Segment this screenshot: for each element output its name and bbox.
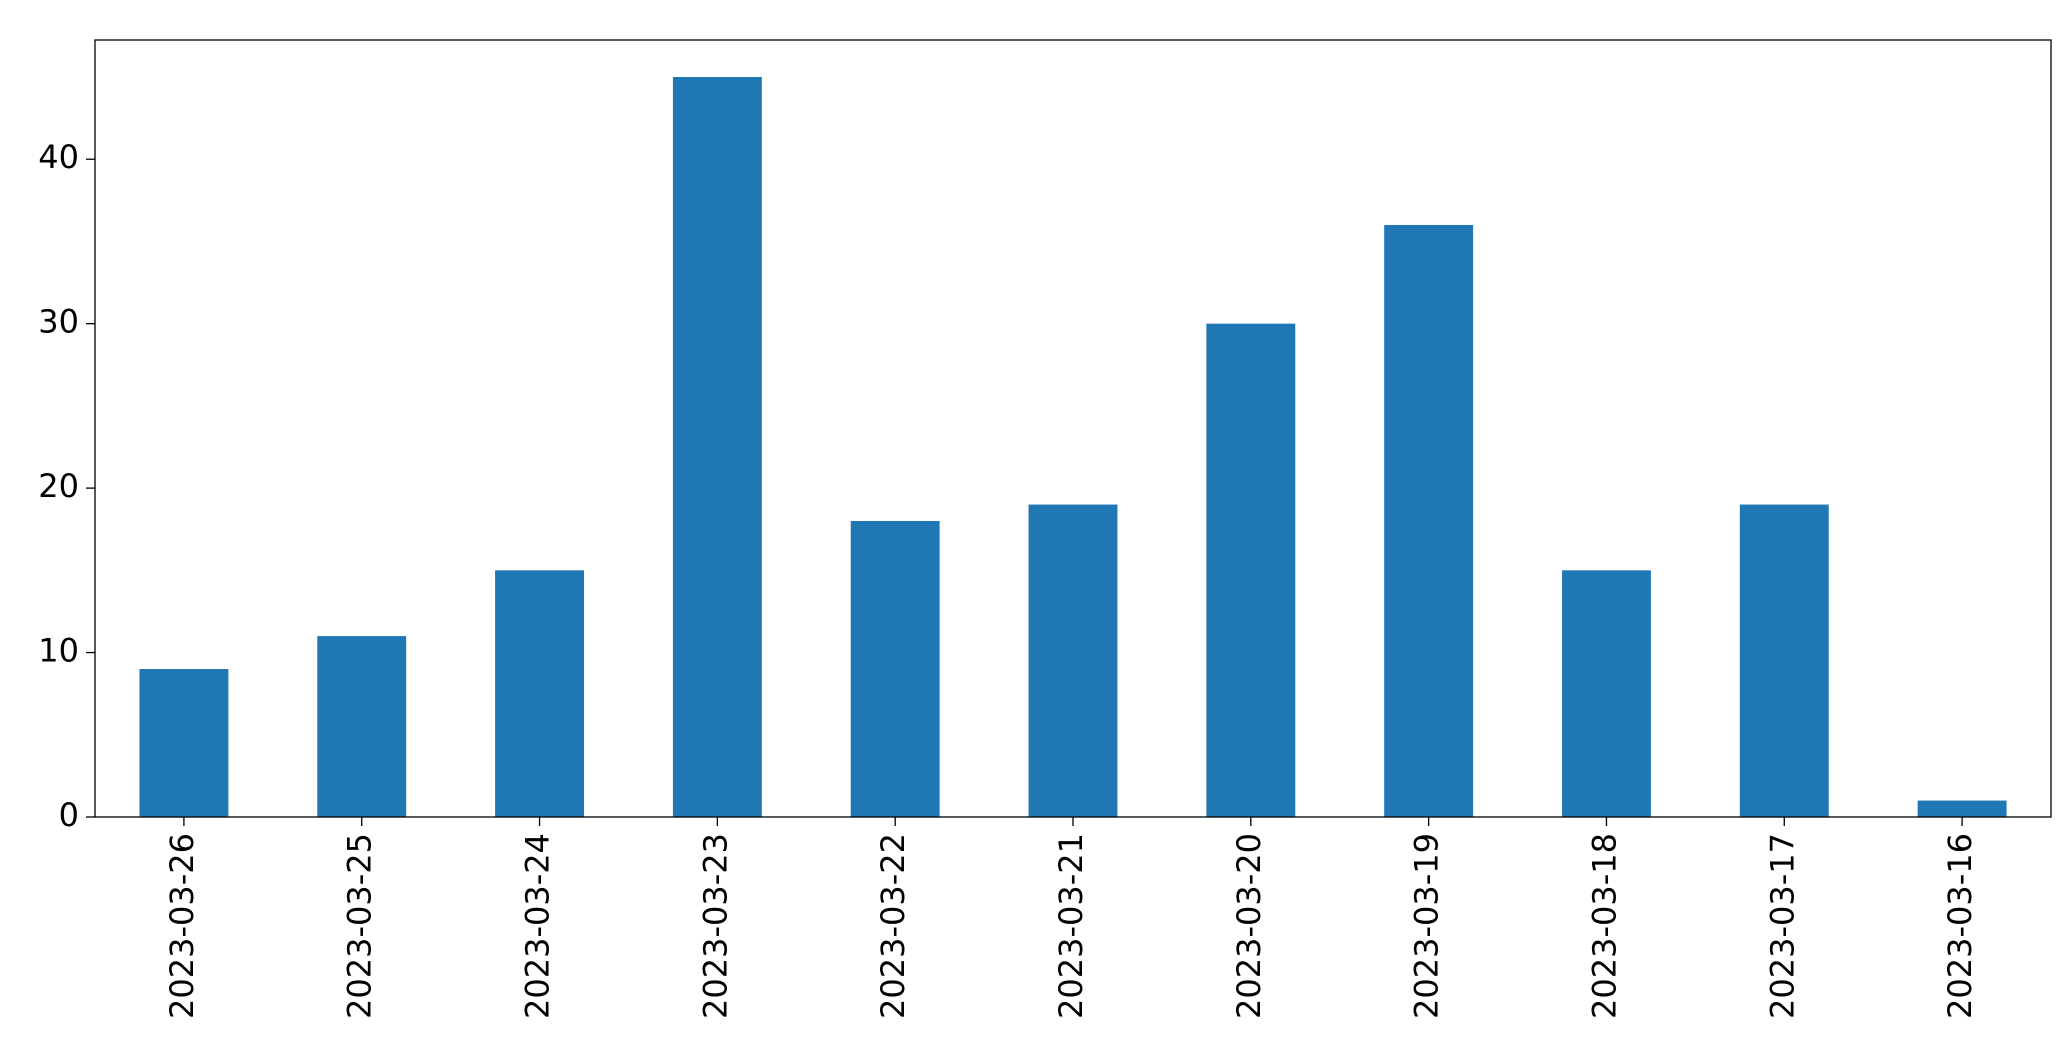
bar (1206, 323, 1296, 817)
y-tick-label: 20 (38, 467, 79, 505)
y-tick-label: 40 (38, 138, 79, 176)
x-tick-label: 2023-03-21 (1052, 833, 1090, 1019)
bar (1028, 504, 1118, 817)
x-tick-label: 2023-03-26 (163, 833, 201, 1019)
bar (672, 77, 762, 817)
x-tick-label: 2023-03-24 (519, 833, 557, 1019)
x-tick-label: 2023-03-25 (341, 833, 379, 1019)
bar (1384, 225, 1474, 817)
bar (139, 669, 229, 817)
x-tick-label: 2023-03-18 (1585, 833, 1623, 1019)
bar (1739, 504, 1829, 817)
y-tick-label: 10 (38, 632, 79, 670)
bar (1562, 570, 1651, 817)
x-tick-label: 2023-03-17 (1763, 833, 1801, 1019)
bar (1917, 800, 2007, 817)
x-tick-label: 2023-03-22 (874, 833, 912, 1019)
bar (850, 521, 940, 817)
y-tick-label: 0 (59, 796, 79, 834)
x-tick-label: 2023-03-19 (1408, 833, 1446, 1019)
bar (495, 570, 584, 817)
x-tick-label: 2023-03-20 (1230, 833, 1268, 1019)
plot-frame (94, 39, 2052, 818)
x-tick-label: 2023-03-23 (696, 833, 734, 1019)
bar (317, 636, 407, 817)
x-tick-label: 2023-03-16 (1941, 833, 1979, 1019)
y-tick-label: 30 (38, 303, 79, 341)
